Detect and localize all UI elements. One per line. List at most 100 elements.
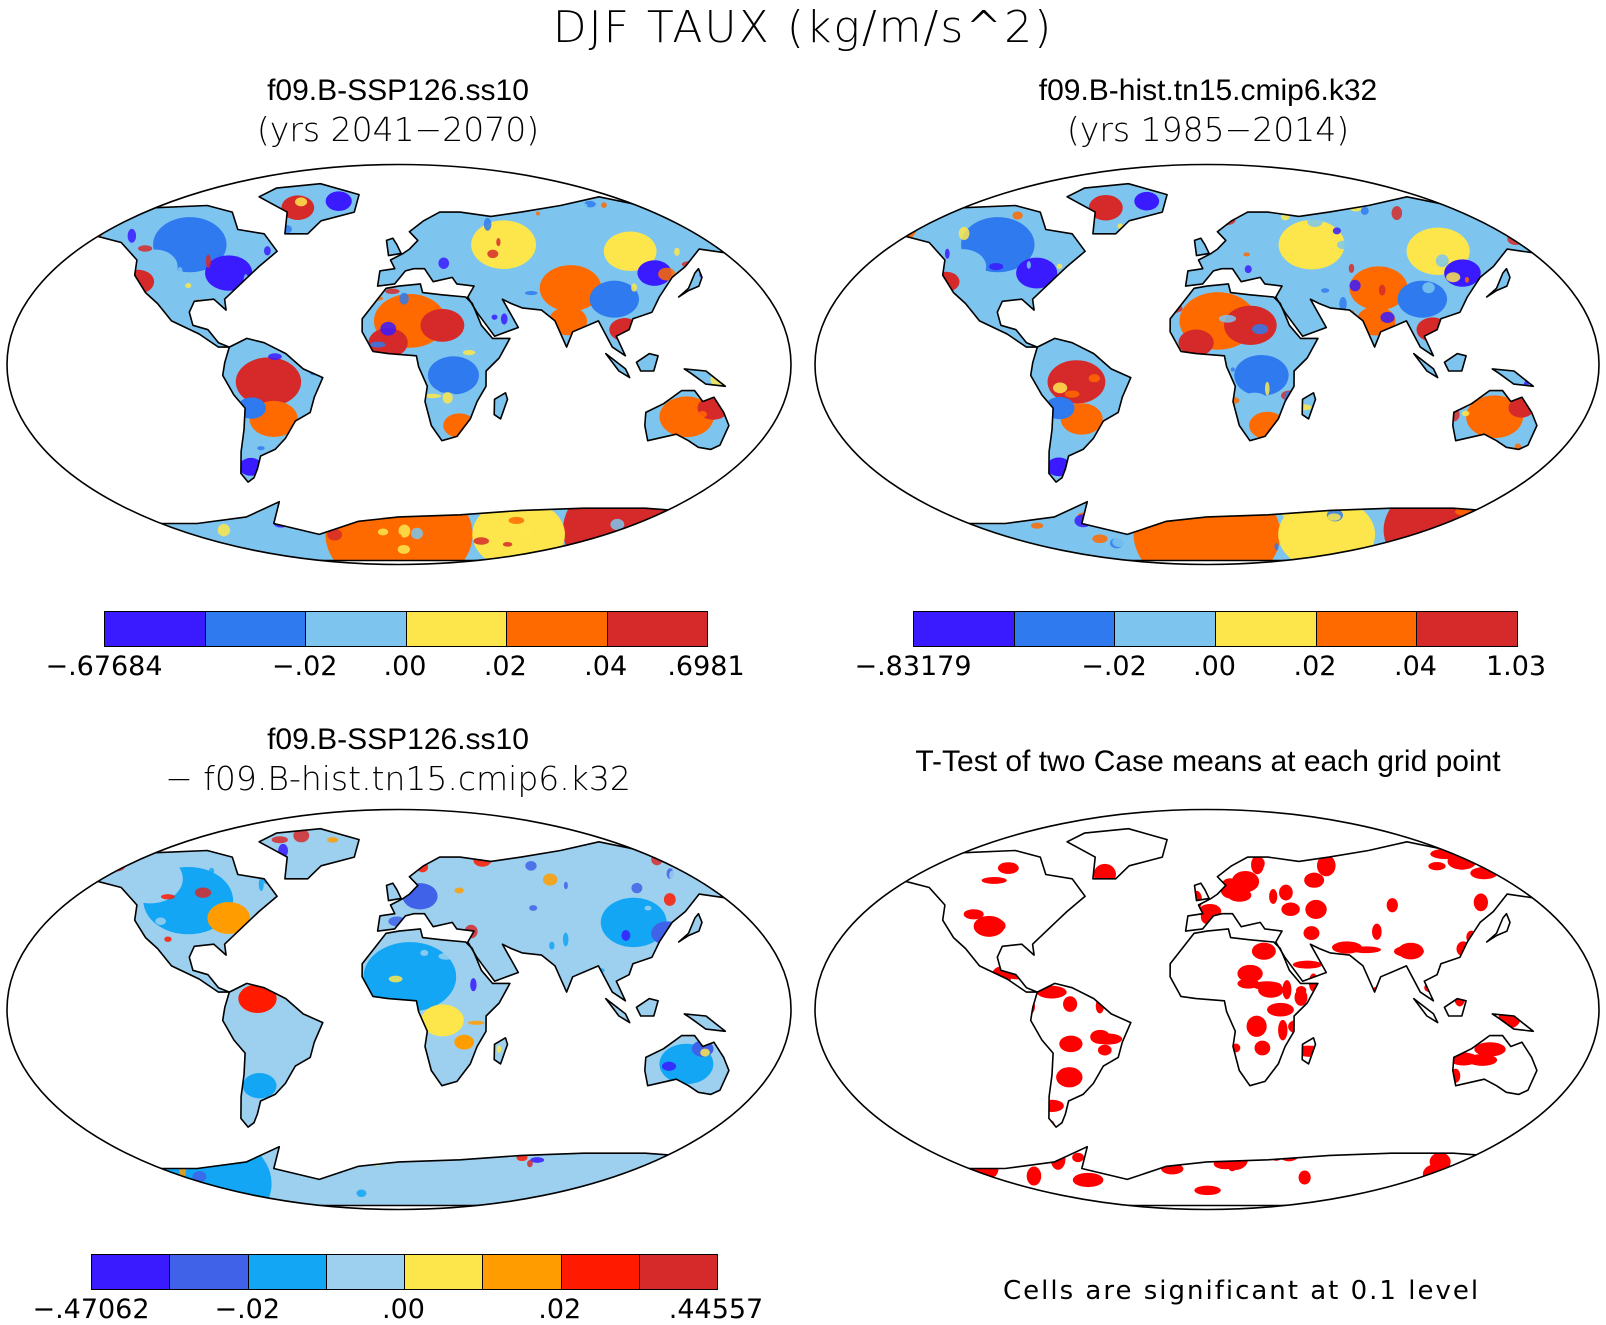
field-region	[118, 503, 201, 561]
map-border	[6, 808, 792, 1211]
field-speckle	[542, 1005, 549, 1011]
significant-cell	[1192, 1057, 1209, 1069]
significant-cell	[841, 1046, 859, 1054]
significant-cell	[1326, 1000, 1348, 1019]
field-region	[242, 1073, 277, 1099]
field-speckle	[722, 264, 735, 273]
significant-cell	[1122, 922, 1132, 929]
colorbar-tick-label: .02	[538, 1294, 582, 1325]
field-region	[235, 357, 302, 407]
field-speckle	[94, 1014, 105, 1027]
field-speckle	[658, 267, 676, 281]
field-region	[205, 255, 253, 291]
field-speckle	[1252, 324, 1269, 335]
field-region	[421, 1004, 464, 1037]
field-speckle	[842, 405, 858, 410]
field-speckle	[151, 1052, 169, 1061]
field-speckle	[206, 1139, 216, 1153]
field-speckle	[264, 286, 277, 294]
field-speckle	[1336, 240, 1351, 250]
field-speckle	[515, 367, 524, 377]
significant-cell	[1147, 980, 1171, 996]
field-speckle	[523, 352, 534, 363]
field-speckle	[264, 246, 271, 256]
field-speckle	[1052, 382, 1068, 394]
significant-cell	[1295, 986, 1307, 996]
field-speckle	[281, 225, 292, 234]
significant-cell	[912, 934, 936, 945]
significant-cell	[1574, 993, 1588, 1002]
field-speckle	[371, 877, 383, 888]
significant-cell	[1059, 1035, 1083, 1053]
significant-cell	[904, 1067, 937, 1081]
significant-cell	[1473, 893, 1488, 912]
land-field	[33, 183, 780, 561]
field-speckle	[1396, 448, 1408, 455]
field-speckle	[1441, 318, 1458, 327]
field-speckle	[416, 407, 424, 415]
field-speckle	[926, 541, 932, 550]
field-region	[1397, 280, 1448, 318]
field-speckle	[657, 1093, 664, 1098]
field-speckle	[39, 843, 55, 852]
field-speckle	[1531, 522, 1542, 531]
field-speckle	[166, 989, 177, 996]
significant-cell	[1472, 1003, 1489, 1013]
field-speckle	[246, 966, 260, 973]
field-speckle	[440, 497, 450, 510]
field-speckle	[1050, 299, 1064, 310]
significant-cell	[1363, 1075, 1391, 1094]
coastline-japan	[1485, 267, 1511, 298]
field-speckle	[33, 384, 36, 395]
field-speckle	[762, 1121, 778, 1126]
field-speckle	[602, 1042, 616, 1052]
significant-cell	[846, 891, 875, 900]
field-speckle	[470, 978, 477, 992]
colorbar-swatch	[205, 612, 306, 646]
field-speckle	[217, 523, 231, 537]
significant-cell	[1183, 848, 1205, 863]
panel3-map	[6, 808, 792, 1211]
field-speckle	[1429, 399, 1440, 407]
field-speckle	[476, 1066, 481, 1077]
significant-cell	[1350, 946, 1381, 954]
field-speckle	[369, 1014, 377, 1019]
significant-cell	[924, 1078, 946, 1097]
field-speckle	[945, 306, 962, 317]
field-speckle	[174, 324, 182, 339]
significant-cell	[1288, 1020, 1304, 1034]
coastline-madagascar	[493, 392, 509, 420]
field-speckle	[411, 527, 423, 540]
field-speckle	[574, 429, 591, 441]
significant-cell	[1182, 900, 1197, 914]
field-speckle	[307, 241, 319, 247]
field-region	[471, 220, 537, 270]
field-speckle	[1274, 543, 1279, 551]
field-speckle	[711, 1144, 725, 1155]
field-region	[1016, 257, 1058, 289]
colorbar-tick-label: −.02	[271, 651, 338, 682]
field-speckle	[82, 288, 92, 296]
map-border	[814, 163, 1600, 566]
field-speckle	[1292, 436, 1310, 450]
colorbar-swatch	[1417, 612, 1518, 646]
coastline-southAmerica	[1029, 337, 1132, 483]
significant-cell	[1292, 960, 1323, 969]
field-speckle	[922, 442, 932, 453]
land-field	[33, 828, 780, 1206]
field-speckle	[518, 1077, 531, 1083]
field-region	[237, 397, 266, 419]
field-speckle	[909, 280, 919, 294]
field-speckle	[390, 532, 403, 543]
significant-cell	[892, 833, 914, 854]
significant-cell	[1022, 956, 1042, 976]
field-speckle	[1325, 366, 1334, 374]
significant-cell	[1450, 1094, 1471, 1111]
field-speckle	[557, 1076, 573, 1084]
field-speckle	[492, 1123, 502, 1131]
field-speckle	[1332, 227, 1341, 235]
coastline-africa	[1169, 928, 1319, 1087]
field-speckle	[644, 905, 652, 911]
field-speckle	[1461, 337, 1466, 346]
field-speckle	[669, 1178, 679, 1187]
